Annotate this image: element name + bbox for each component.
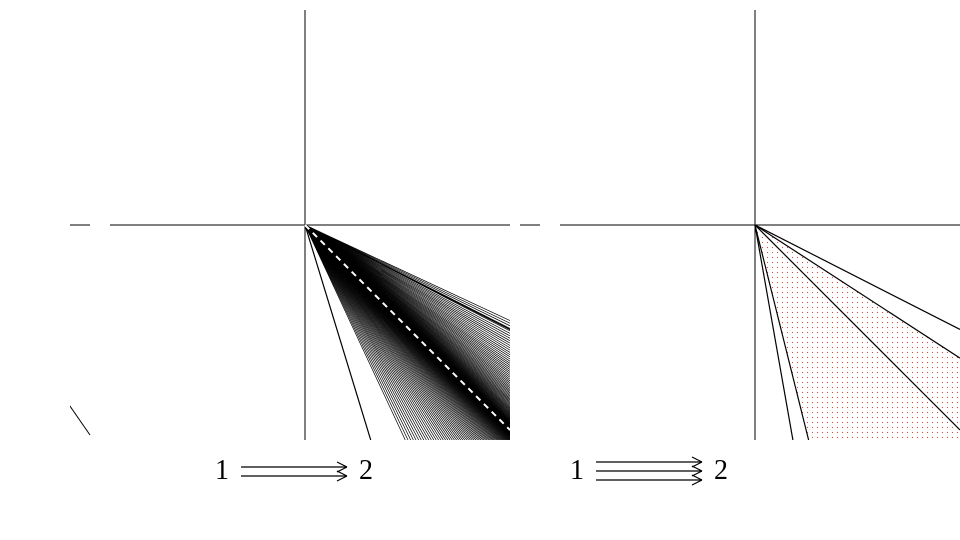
caption-label-right: 2: [714, 455, 728, 487]
right-diagram-panel: [520, 10, 960, 440]
left-caption: 12: [215, 455, 373, 487]
right-caption: 12: [570, 455, 728, 487]
arrows-icon: [594, 455, 704, 487]
arrows-icon: [239, 460, 349, 483]
caption-label-left: 1: [215, 455, 229, 487]
left-diagram-panel: [70, 10, 510, 440]
caption-label-left: 1: [570, 455, 584, 487]
caption-label-right: 2: [359, 455, 373, 487]
